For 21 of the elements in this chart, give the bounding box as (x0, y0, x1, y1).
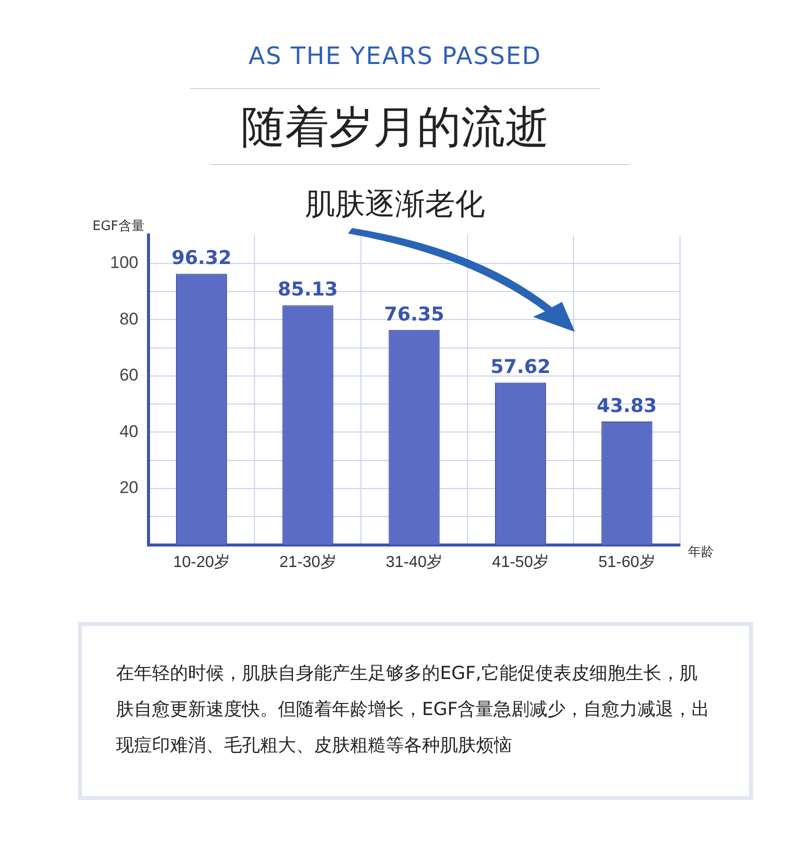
x-tick-label: 41-50岁 (492, 552, 549, 571)
y-tick-label: 80 (119, 309, 138, 328)
x-tick-label: 21-30岁 (279, 552, 336, 571)
data-label: 43.83 (596, 394, 657, 417)
data-label: 96.32 (171, 247, 232, 270)
y-tick-label: 40 (119, 422, 138, 441)
text: AS THE YEARS PASSED (247, 42, 543, 70)
y-tick-label: 100 (110, 253, 138, 272)
chart-subtitle: 肌肤逐渐老化 (305, 187, 485, 222)
x-tick-label: 51-60岁 (598, 552, 656, 571)
y-tick-label: 20 (119, 478, 138, 498)
data-label: 76.35 (384, 303, 444, 326)
x-tick-label: 10-20岁 (173, 552, 230, 571)
chart-title: 随着岁月的流逝 (240, 101, 550, 155)
y-tick-label: 60 (119, 366, 138, 385)
text: 在年轻的时候，肌肤自身能产生足够多的EGF,它能促使表皮细胞生长，肌肤自愈更新速度快。但随着年龄增长，EGF含量急剧减少，自愈力减退，出现痘印难消、毛孔粗大、皮肤粗糙等各种肌肤烦恼 (78, 622, 753, 800)
data-label: 85.13 (278, 278, 338, 301)
data-label: 57.62 (490, 356, 551, 378)
y-axis-title: EGF含量 (92, 219, 144, 234)
x-tick-label: 31-40岁 (386, 552, 443, 571)
x-axis-title: 年龄 (688, 545, 714, 560)
